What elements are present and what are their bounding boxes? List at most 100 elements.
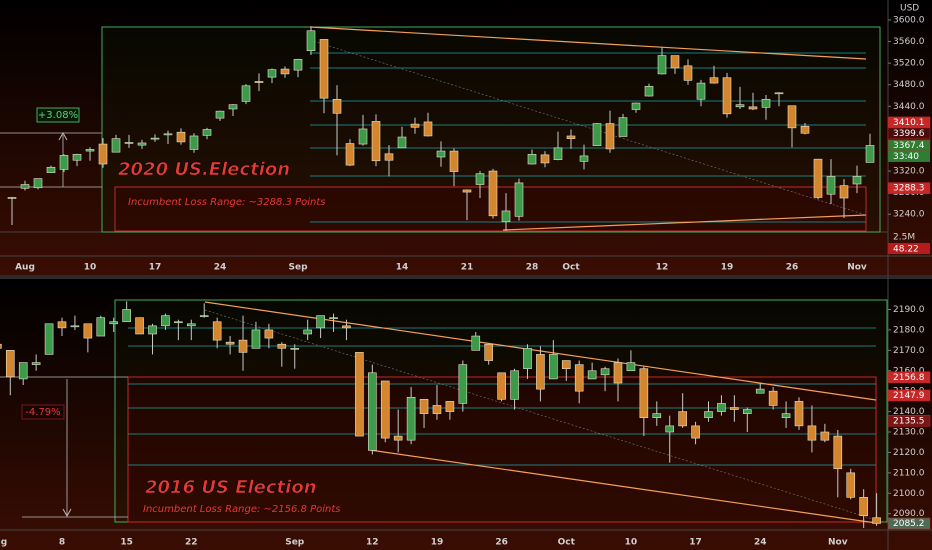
- price-tag: [887, 371, 931, 384]
- candle-body: [397, 136, 407, 149]
- candle-body: [717, 403, 726, 412]
- countdown: 33:40: [893, 152, 919, 162]
- y-tick-label: 3560.0: [893, 37, 925, 47]
- candle-body: [691, 425, 700, 439]
- candle-body: [264, 329, 274, 339]
- candle-body: [436, 150, 446, 158]
- x-tick-label: Sep: [288, 263, 308, 273]
- y-tick-label: 2090.0: [893, 509, 925, 519]
- x-tick-label: Oct: [558, 538, 576, 548]
- price-tag-label: 3399.6: [893, 129, 925, 139]
- candle-body: [574, 364, 584, 392]
- candle-body: [657, 55, 667, 75]
- x-tick-label: 21: [461, 263, 474, 273]
- x-tick-label: 8: [59, 538, 65, 548]
- x-tick-label: 19: [721, 263, 734, 273]
- candle-body: [419, 399, 429, 414]
- x-tick-label: Aug: [15, 263, 35, 273]
- candle-body: [523, 347, 532, 370]
- candles: [0, 301, 881, 528]
- candle-body: [0, 343, 2, 349]
- candle-body: [800, 125, 810, 134]
- candle-body: [345, 143, 355, 166]
- y-tick-label: 3320.0: [893, 167, 925, 177]
- y-tick-label: 3520.0: [893, 59, 925, 69]
- candle-body: [72, 154, 82, 161]
- candle-body: [368, 372, 377, 451]
- candle-body: [458, 364, 468, 404]
- candle-body: [652, 413, 662, 419]
- candle-body: [579, 155, 589, 162]
- price-tag-label: 2135.5: [893, 416, 925, 426]
- candle-body: [742, 409, 752, 414]
- candle-body: [826, 176, 836, 195]
- indicator-tag: [888, 243, 930, 254]
- candle-body: [329, 317, 338, 319]
- candle-body: [787, 105, 797, 129]
- candle-body: [600, 368, 610, 376]
- candle-body: [872, 517, 881, 524]
- candle-body: [187, 323, 196, 327]
- price-tag-label: 3288.3: [893, 184, 925, 194]
- candle-body: [748, 106, 758, 110]
- candle-body: [592, 123, 602, 146]
- price-tag-label: 3410.1: [893, 118, 925, 128]
- x-tick-label: 15: [120, 538, 133, 548]
- candle-body: [319, 39, 329, 99]
- y-tick-label: 2190.0: [893, 305, 925, 315]
- candle-body: [83, 323, 93, 339]
- candle-body: [85, 149, 95, 152]
- x-tick-label: Nov: [847, 263, 867, 273]
- candle-body: [46, 166, 56, 173]
- candle-body: [358, 128, 368, 145]
- x-tick-label: Sep: [285, 538, 305, 548]
- candle-body: [735, 104, 745, 108]
- panel-title: 2016 US Election: [145, 477, 317, 498]
- candle-body: [148, 325, 157, 335]
- candle-body: [527, 154, 537, 165]
- candle-body: [678, 411, 687, 427]
- candle-body: [605, 123, 615, 150]
- candle-body: [514, 182, 524, 217]
- candle-body: [111, 138, 121, 153]
- candle-body: [536, 354, 545, 390]
- candle-body: [696, 82, 706, 100]
- candle-body: [755, 388, 765, 394]
- candle-body: [18, 362, 28, 380]
- annotation: Incumbent Loss Range: ~2156.8 Points: [143, 504, 341, 515]
- candle-body: [852, 176, 862, 185]
- y-tick-label: 2140.0: [893, 407, 925, 417]
- candle-body: [462, 189, 472, 193]
- candle-body: [410, 123, 420, 128]
- x-tick-label: 12: [366, 538, 379, 548]
- candle-body: [380, 380, 390, 439]
- price-tag: [887, 517, 931, 530]
- price-tag-label: 2156.8: [893, 373, 925, 383]
- price-tag-label: 3367.4: [893, 141, 925, 151]
- candle-body: [471, 335, 481, 351]
- x-tick-label: 24: [754, 538, 767, 548]
- price-tag: [887, 182, 931, 194]
- candle-body: [135, 317, 144, 335]
- candle-body: [225, 341, 235, 345]
- x-tick-label: 26: [495, 538, 508, 548]
- x-tick-label: 24: [214, 263, 227, 273]
- y-tick-label: 2100.0: [893, 489, 925, 499]
- x-tick-label: 17: [689, 538, 702, 548]
- candle-body: [20, 184, 30, 189]
- candle-body: [384, 153, 394, 161]
- candle-body: [280, 68, 290, 75]
- candle-body: [306, 30, 316, 52]
- candle-body: [553, 147, 563, 161]
- candle-body: [44, 323, 54, 355]
- candle-body: [587, 370, 597, 380]
- candle-body: [109, 321, 119, 325]
- candle-body: [510, 370, 519, 400]
- y-tick-label: 3440.0: [893, 102, 925, 112]
- y-tick-label: 2170.0: [893, 346, 925, 356]
- candle-body: [488, 170, 498, 217]
- candle-body: [57, 321, 67, 329]
- candle-body: [355, 352, 364, 437]
- countdown-tag: [888, 150, 930, 162]
- candle-body: [833, 435, 843, 470]
